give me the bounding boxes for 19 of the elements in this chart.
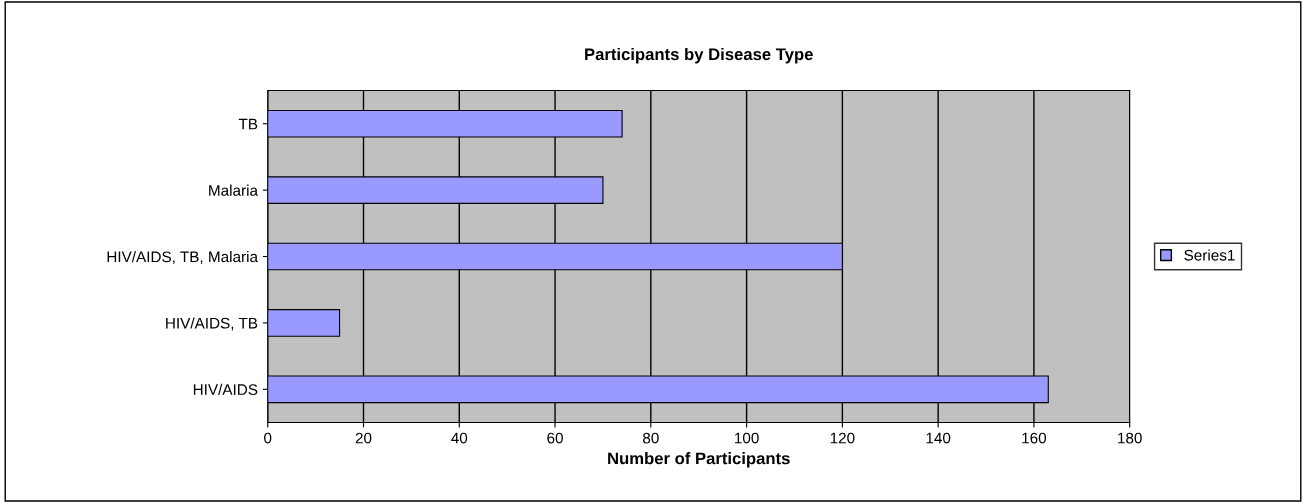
x-tick-label: 120 — [830, 432, 855, 444]
y-tick-label: HIV/AIDS, TB, Malaria — [107, 250, 259, 265]
x-tick-label: 180 — [1118, 432, 1142, 444]
x-tick-label: 20 — [355, 432, 372, 444]
x-tick-label: 60 — [547, 432, 563, 444]
x-tick-label: 100 — [735, 432, 759, 444]
y-tick-label: HIV/AIDS, TB — [166, 317, 258, 331]
x-tick-label: 0 — [264, 432, 272, 444]
legend-label: Series1 — [1184, 249, 1235, 261]
y-tick-label: HIV/AIDS — [193, 383, 258, 396]
bar — [267, 309, 341, 337]
chart-title: Participants by Disease Type — [585, 47, 813, 64]
x-tick-label: 40 — [451, 432, 468, 444]
x-tick-label: 140 — [926, 432, 951, 444]
x-axis-title: Number of Participants — [608, 452, 790, 468]
x-tick-label: 160 — [1022, 432, 1047, 444]
y-tick-label: TB — [238, 118, 258, 130]
x-tick-label: 80 — [642, 432, 659, 444]
y-tick-label: Malaria — [209, 184, 259, 196]
